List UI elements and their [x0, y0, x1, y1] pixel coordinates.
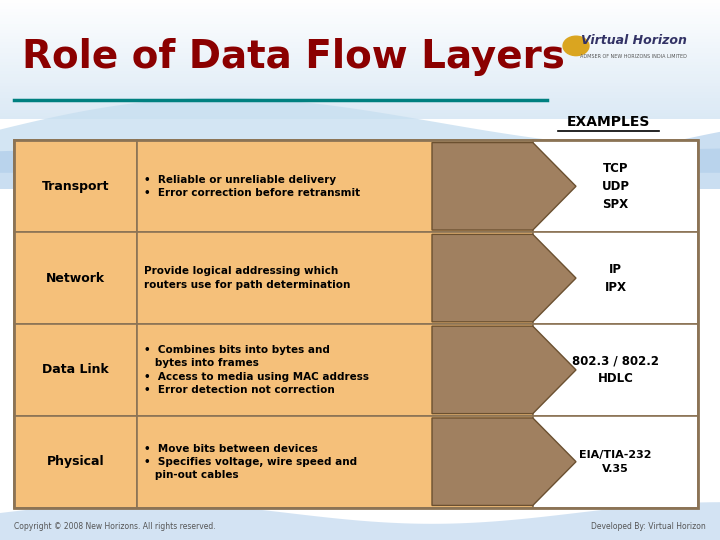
Polygon shape	[0, 110, 720, 113]
Polygon shape	[137, 140, 533, 232]
Polygon shape	[0, 98, 720, 101]
Polygon shape	[0, 83, 720, 86]
Polygon shape	[533, 232, 698, 324]
Polygon shape	[0, 15, 720, 18]
Polygon shape	[0, 51, 720, 53]
Text: 802.3 / 802.2
HDLC: 802.3 / 802.2 HDLC	[572, 354, 659, 386]
Polygon shape	[0, 62, 720, 65]
Circle shape	[563, 36, 589, 56]
Polygon shape	[0, 59, 720, 62]
Polygon shape	[137, 324, 533, 416]
Polygon shape	[0, 77, 720, 80]
Polygon shape	[0, 89, 720, 92]
Polygon shape	[0, 107, 720, 110]
Polygon shape	[0, 80, 720, 83]
Polygon shape	[0, 48, 720, 50]
Polygon shape	[0, 104, 720, 107]
Polygon shape	[0, 116, 720, 119]
Polygon shape	[137, 232, 533, 324]
Polygon shape	[533, 140, 698, 232]
Polygon shape	[0, 75, 720, 77]
Polygon shape	[0, 92, 720, 95]
Polygon shape	[14, 416, 137, 508]
Polygon shape	[0, 101, 720, 104]
Text: Physical: Physical	[47, 455, 104, 468]
Text: •  Move bits between devices
•  Specifies voltage, wire speed and
   pin-out cab: • Move bits between devices • Specifies …	[144, 443, 357, 480]
Polygon shape	[0, 45, 720, 48]
Text: •  Combines bits into bytes and
   bytes into frames
•  Access to media using MA: • Combines bits into bytes and bytes int…	[144, 345, 369, 395]
Text: Provide logical addressing which
routers use for path determination: Provide logical addressing which routers…	[144, 267, 351, 289]
Polygon shape	[14, 140, 137, 232]
Polygon shape	[432, 143, 576, 230]
Text: EXAMPLES: EXAMPLES	[567, 114, 650, 129]
Polygon shape	[0, 30, 720, 32]
Polygon shape	[0, 21, 720, 24]
Text: ADMSER OF NEW HORIZONS INDIA LIMITED: ADMSER OF NEW HORIZONS INDIA LIMITED	[580, 54, 687, 59]
Polygon shape	[0, 39, 720, 42]
Polygon shape	[0, 18, 720, 21]
Polygon shape	[0, 26, 720, 30]
Text: Transport: Transport	[42, 180, 109, 193]
Text: Data Link: Data Link	[42, 363, 109, 376]
Polygon shape	[533, 324, 698, 416]
Polygon shape	[0, 32, 720, 36]
Polygon shape	[0, 119, 720, 540]
Polygon shape	[0, 71, 720, 74]
Polygon shape	[0, 42, 720, 45]
Polygon shape	[0, 113, 720, 116]
Polygon shape	[0, 53, 720, 56]
Polygon shape	[0, 69, 720, 71]
Polygon shape	[137, 416, 533, 508]
Text: Network: Network	[46, 272, 105, 285]
Polygon shape	[0, 65, 720, 68]
Polygon shape	[0, 36, 720, 38]
Text: •  Reliable or unreliable delivery
•  Error correction before retransmit: • Reliable or unreliable delivery • Erro…	[144, 175, 360, 198]
Polygon shape	[0, 24, 720, 26]
Text: EIA/TIA-232
V.35: EIA/TIA-232 V.35	[580, 450, 652, 474]
Text: Developed By: Virtual Horizon: Developed By: Virtual Horizon	[591, 522, 706, 531]
Polygon shape	[432, 326, 576, 414]
Polygon shape	[0, 56, 720, 59]
Polygon shape	[432, 418, 576, 505]
Polygon shape	[14, 324, 137, 416]
Polygon shape	[0, 95, 720, 98]
Polygon shape	[432, 234, 576, 322]
Polygon shape	[0, 12, 720, 15]
Text: Role of Data Flow Layers: Role of Data Flow Layers	[22, 38, 564, 76]
Polygon shape	[14, 232, 137, 324]
Polygon shape	[533, 416, 698, 508]
Text: Copyright © 2008 New Horizons. All rights reserved.: Copyright © 2008 New Horizons. All right…	[14, 522, 216, 531]
Text: IP
IPX: IP IPX	[605, 262, 626, 294]
Text: Virtual Horizon: Virtual Horizon	[580, 34, 687, 47]
Polygon shape	[0, 86, 720, 89]
Text: TCP
UDP
SPX: TCP UDP SPX	[602, 162, 629, 211]
